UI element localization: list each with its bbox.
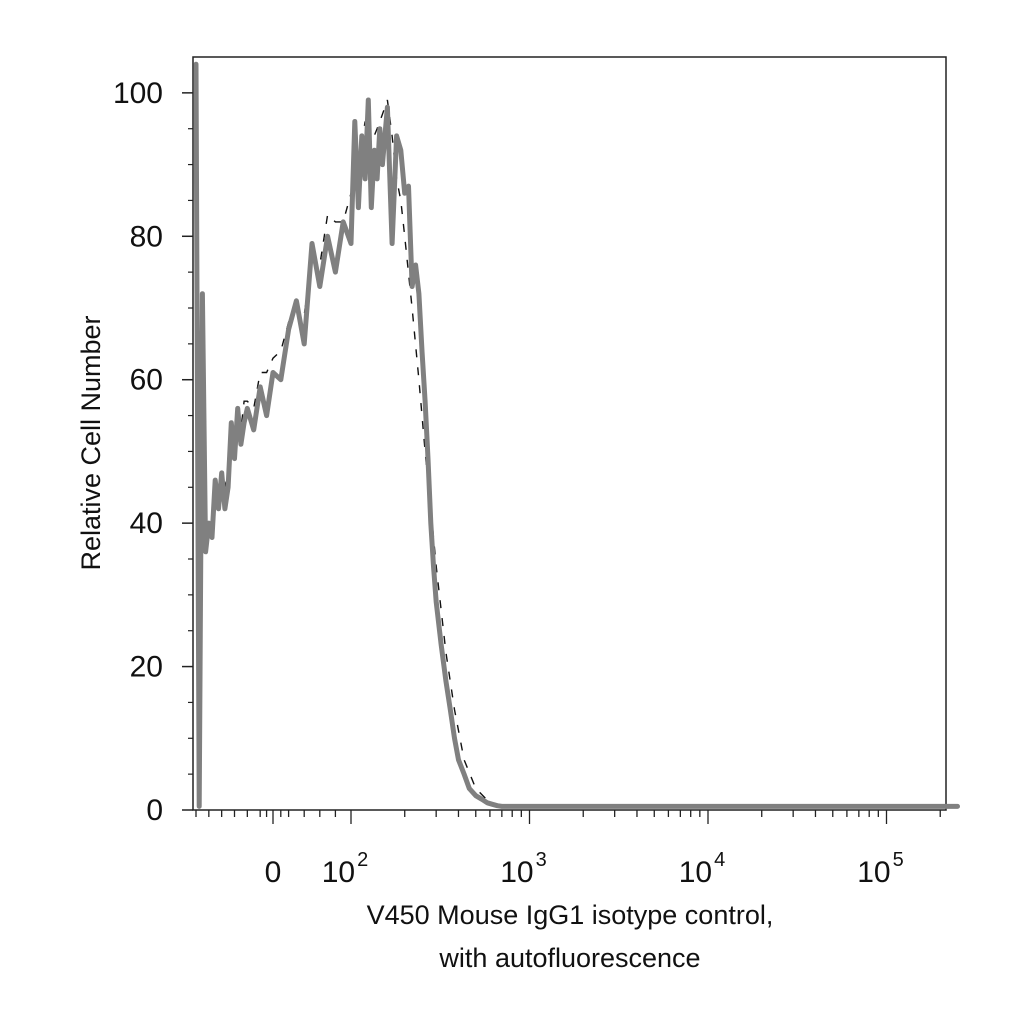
y-tick-label: 100: [113, 77, 163, 110]
x-axis-title-line-2: with autofluorescence: [438, 943, 700, 973]
y-tick-label: 60: [130, 364, 163, 397]
y-axis-minor-ticks: [188, 128, 193, 775]
plot-frame: [192, 56, 947, 811]
y-axis-title: Relative Cell Number: [76, 315, 106, 570]
x-axis-ticks: 0 10 2 10 3 10 4 10 5: [195, 810, 941, 889]
y-tick-label: 40: [130, 507, 163, 540]
x-tick-label: 10 3: [500, 849, 547, 889]
y-tick-label: 20: [130, 651, 163, 684]
series-layer: [193, 61, 960, 809]
x-tick-label: 10 5: [857, 849, 904, 889]
x-tick-label: 10 2: [322, 849, 369, 889]
y-tick-label: 0: [146, 794, 163, 827]
histogram-series-dashed: [208, 99, 958, 808]
x-tick-label: 10 4: [679, 849, 726, 889]
x-axis-title-line-1: V450 Mouse IgG1 isotype control,: [367, 900, 774, 930]
y-tick-label: 80: [130, 220, 163, 253]
x-tick-label: 0: [265, 856, 282, 889]
y-axis-ticks: 0 20 40 60 80 100: [113, 77, 193, 827]
histogram-series-gray: [193, 61, 960, 809]
